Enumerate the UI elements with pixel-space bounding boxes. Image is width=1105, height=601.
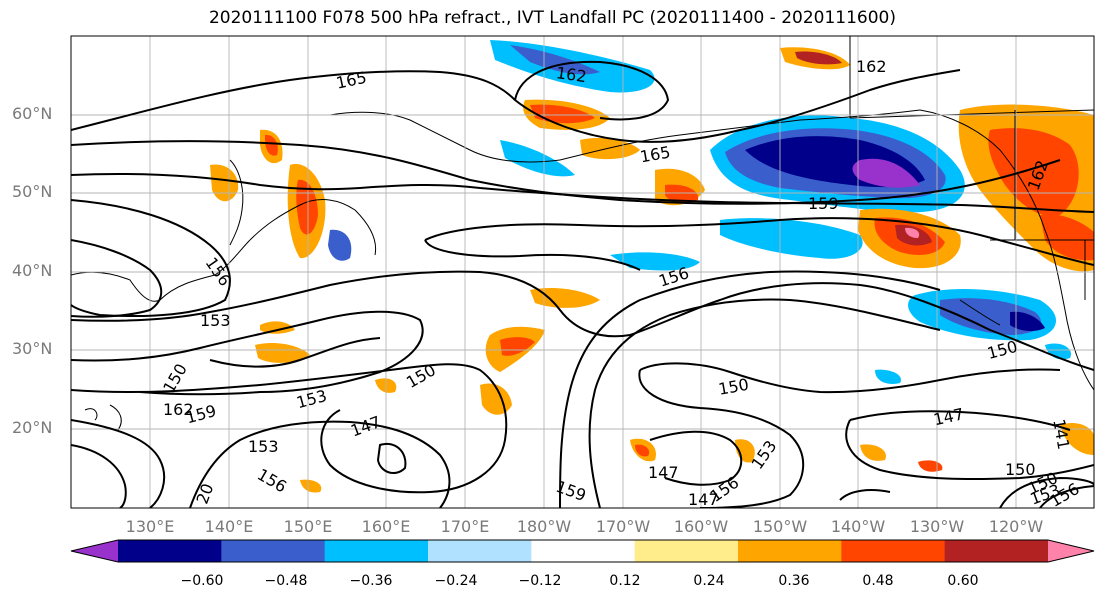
colorbar-segment — [221, 540, 326, 562]
political-borders — [849, 36, 1094, 300]
height-contours — [71, 60, 1094, 508]
colorbar-segment — [324, 540, 429, 562]
colorbar-segment — [634, 540, 739, 562]
colorbar-tick-label: 0.48 — [862, 573, 894, 589]
lon-label: 180°W — [516, 517, 572, 536]
colorbar-segment — [944, 540, 1049, 562]
colorbar-tick-label: −0.36 — [349, 573, 393, 589]
colorbar-tick-label: −0.48 — [264, 573, 308, 589]
colorbar-outline — [70, 539, 1095, 563]
lon-label: 150°E — [283, 517, 333, 536]
contour-label: 147 — [648, 463, 679, 482]
colorbar-tick-label: −0.24 — [434, 573, 478, 589]
contour-label: 159 — [808, 194, 839, 213]
colorbar-extension-low — [71, 540, 118, 562]
gridlines — [71, 36, 1094, 508]
lat-label: 30°N — [12, 339, 53, 358]
lat-label: 60°N — [12, 104, 53, 123]
lon-label: 160°E — [361, 517, 411, 536]
colorbar-tick-label: −0.12 — [518, 573, 562, 589]
colorbar-segment — [841, 540, 946, 562]
colorbar-segment — [118, 540, 222, 562]
colorbar-tick-label: 0.36 — [778, 573, 810, 589]
lon-label: 160°W — [673, 517, 729, 536]
colorbar-tick-label: 0.60 — [947, 573, 979, 589]
lat-label: 50°N — [12, 182, 53, 201]
lon-label: 170°E — [440, 517, 490, 536]
page-title: 2020111100 F078 500 hPa refract., IVT La… — [208, 8, 896, 28]
colorbar — [70, 539, 1095, 563]
colorbar-tick-label: 0.12 — [609, 573, 641, 589]
contour-label: 153 — [248, 437, 279, 456]
colorbar-segment — [738, 540, 842, 562]
contour-label: 162 — [856, 57, 887, 76]
contour-label: 162 — [163, 400, 194, 419]
lon-label: 130°E — [125, 517, 175, 536]
contour-label: 147 — [688, 490, 719, 509]
colorbar-segment — [428, 540, 532, 562]
contour-label: 162 — [555, 63, 588, 86]
lat-label: 20°N — [12, 418, 53, 437]
colorbar-extension-high — [1048, 540, 1094, 562]
lat-label: 40°N — [12, 261, 53, 280]
contour-label: 150 — [1005, 460, 1036, 479]
lon-label: 140°E — [204, 517, 254, 536]
lon-label: 130°W — [909, 517, 965, 536]
map-panel: 165 162 162 165 159 156 156 153 150 150 … — [71, 36, 1094, 509]
contour-label: 153 — [200, 311, 231, 330]
lon-label: 170°W — [595, 517, 651, 536]
lon-label: 120°W — [988, 517, 1044, 536]
colorbar-tick-label: 0.24 — [693, 573, 725, 589]
map-frame — [70, 35, 1095, 509]
lon-label: 140°W — [830, 517, 886, 536]
colorbar-segment — [531, 540, 636, 562]
lon-label: 150°W — [752, 517, 808, 536]
colorbar-tick-label: −0.60 — [180, 573, 224, 589]
